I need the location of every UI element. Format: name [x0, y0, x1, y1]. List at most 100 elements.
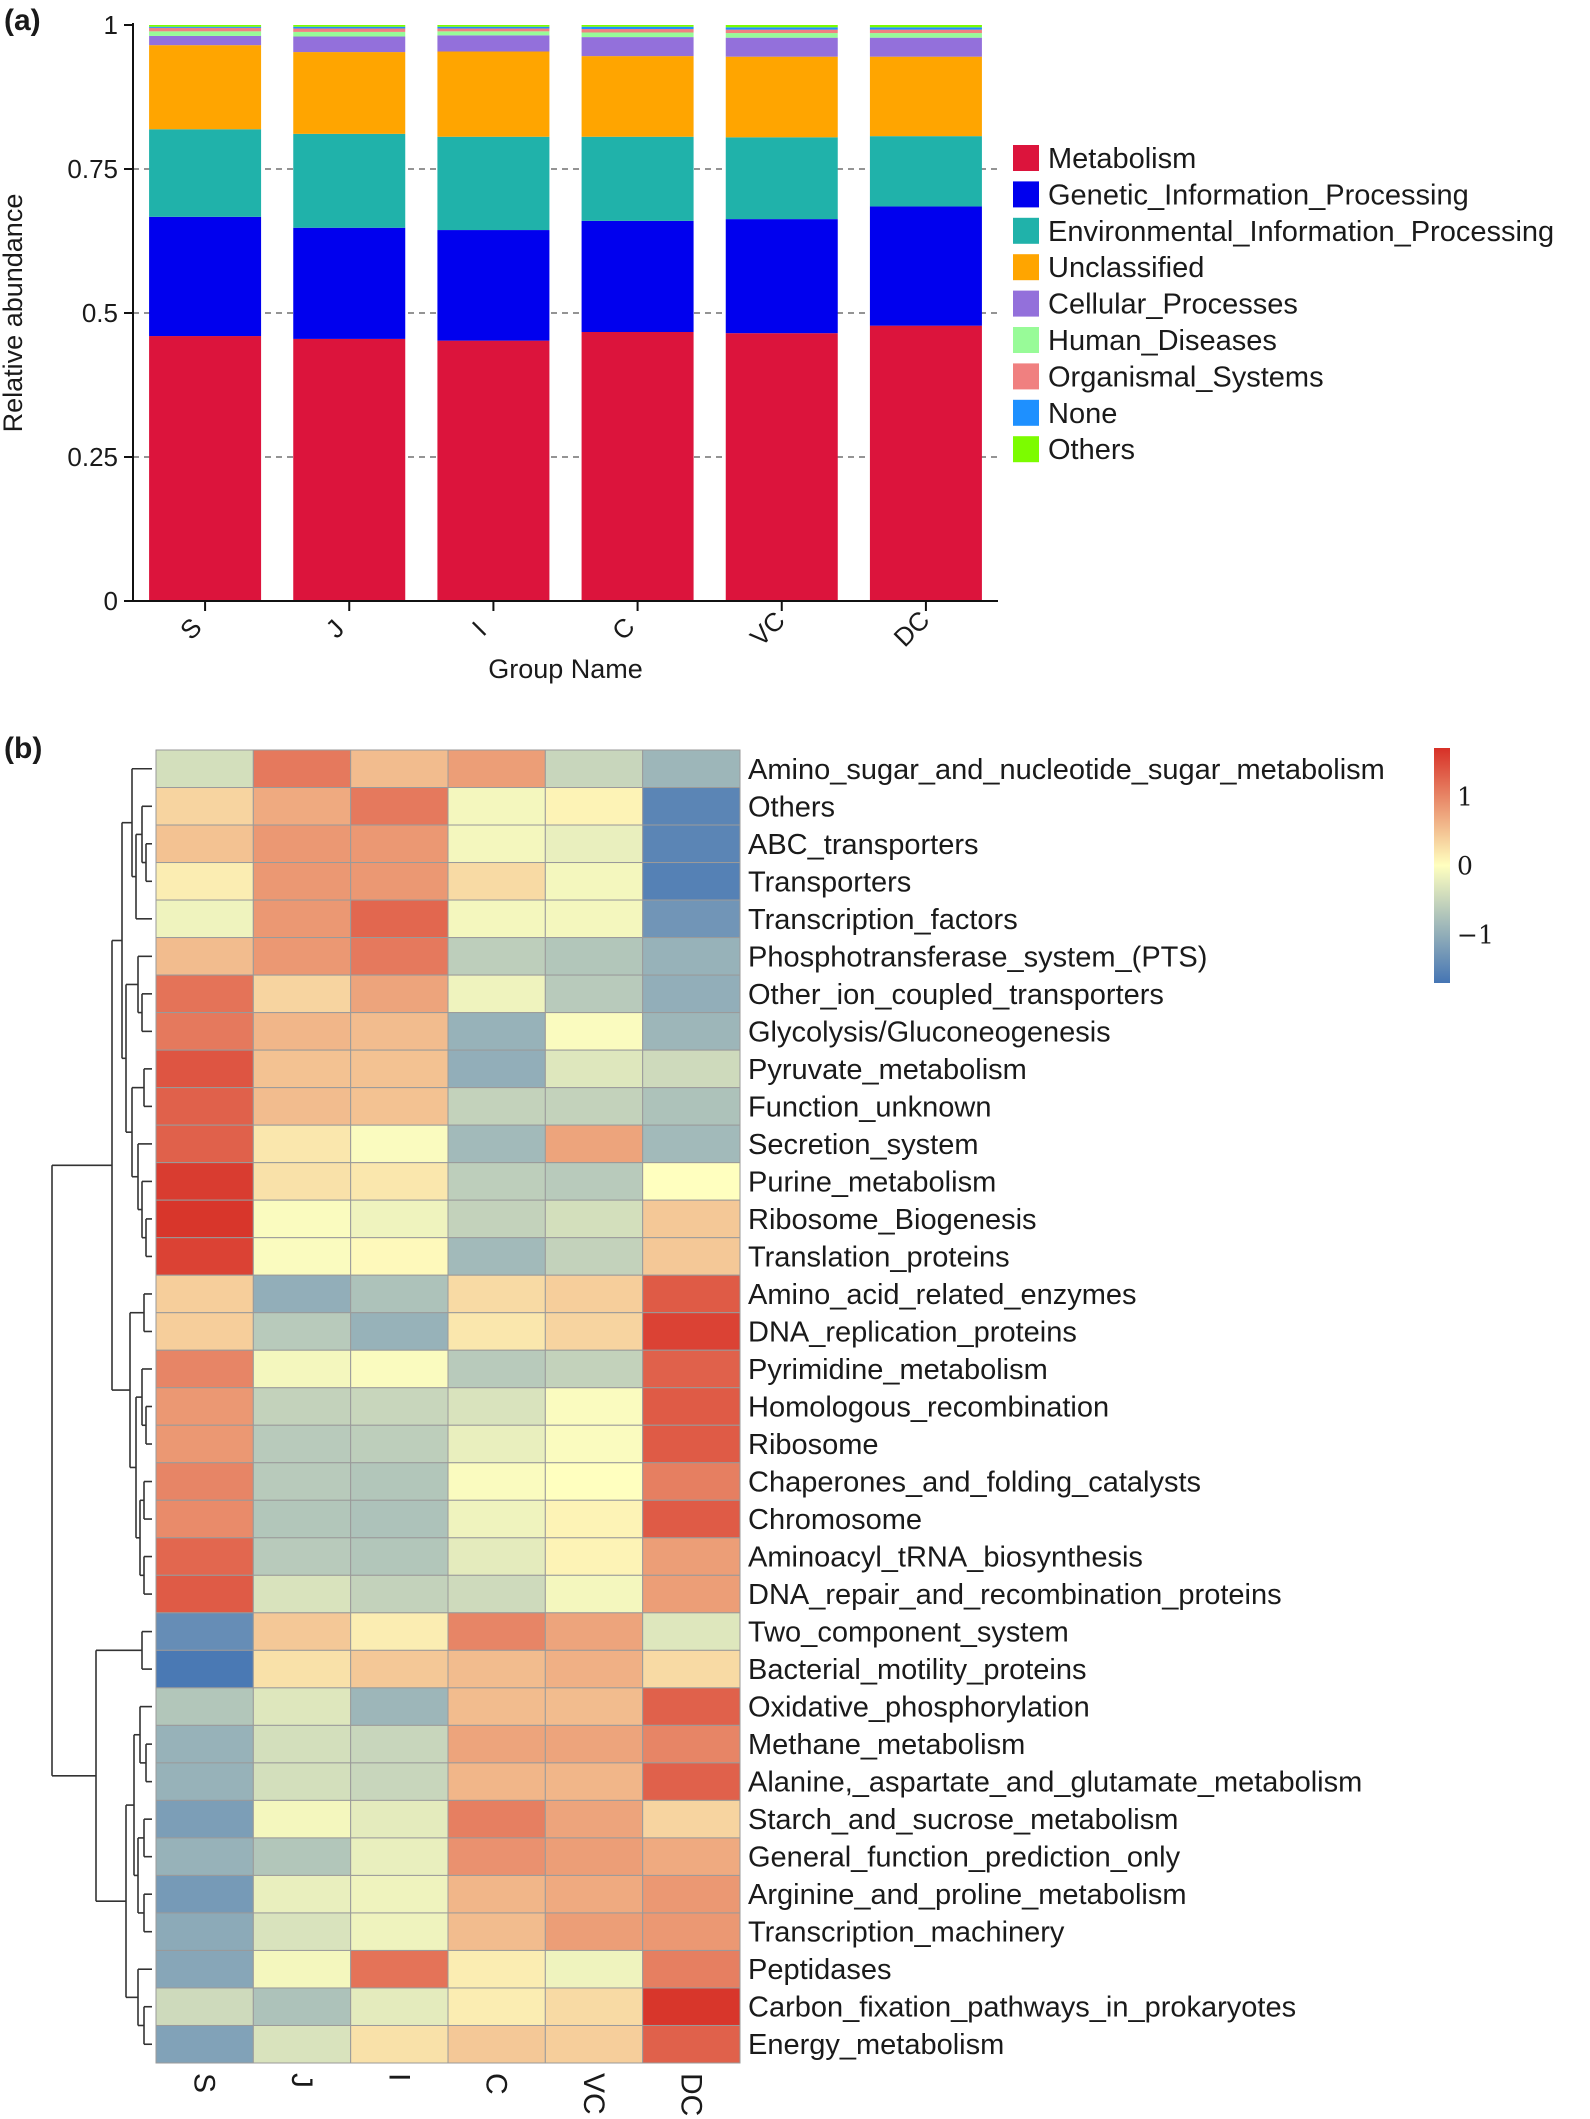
heatmap-cell	[252, 1612, 352, 1651]
row-label: Translation_proteins	[748, 1241, 1010, 1273]
legend-swatch	[1013, 217, 1039, 244]
bar-segment	[869, 325, 982, 601]
bar-segment	[581, 220, 694, 333]
legend-label: Unclassified	[1048, 252, 1204, 284]
bar-segment	[149, 31, 262, 36]
heatmap-cell	[544, 1799, 644, 1839]
x-tick-label: J	[320, 613, 350, 643]
row-label: Amino_sugar_and_nucleotide_sugar_metabol…	[748, 754, 1385, 786]
heatmap-cell	[544, 1837, 644, 1876]
heatmap-cell	[350, 824, 449, 864]
heatmap-cell	[252, 1237, 352, 1276]
heatmap-cell	[447, 1199, 546, 1239]
heatmap-cell	[642, 1762, 741, 1801]
column-label: VC	[577, 2073, 610, 2115]
heatmap-cell	[447, 1349, 546, 1389]
row-label: ABC_transporters	[748, 829, 979, 861]
heatmap-cell	[350, 1912, 449, 1951]
row-label: Purine_metabolism	[748, 1166, 996, 1198]
column-labels: S J I C VC DC	[188, 2073, 708, 2116]
heatmap-cell	[544, 1012, 644, 1051]
legend-label: Genetic_Information_Processing	[1048, 179, 1469, 211]
heatmap-cell	[447, 824, 546, 864]
column-label: S	[188, 2073, 221, 2093]
bar-segment	[149, 216, 262, 337]
bar-segment	[437, 26, 550, 29]
legend-swatch	[1013, 290, 1039, 317]
bar-segment	[149, 35, 262, 46]
heatmap-cell	[642, 1349, 741, 1389]
heatmap-cell	[350, 787, 449, 826]
row-label: Phosphotransferase_system_(PTS)	[748, 941, 1207, 973]
heatmap-cell	[544, 1237, 644, 1276]
heatmap-cell	[155, 1199, 254, 1239]
heatmap-cell	[350, 1799, 449, 1839]
heatmap-cell	[350, 1162, 449, 1201]
y-tick-label: 0	[104, 586, 118, 616]
heatmap-cell	[350, 1612, 449, 1651]
heatmap-cell	[447, 1724, 546, 1764]
row-label: Pyrimidine_metabolism	[748, 1354, 1048, 1386]
heatmap-cell	[252, 1987, 352, 2026]
bar-segment	[581, 332, 694, 601]
heatmap-cell	[350, 1387, 449, 1426]
heatmap-cell	[350, 1012, 449, 1051]
heatmap-cell	[350, 1424, 449, 1464]
bar-segment	[149, 26, 262, 28]
heatmap-cell	[642, 1274, 741, 1314]
heatmap-cell	[544, 1537, 644, 1576]
heatmap-cell	[544, 1162, 644, 1201]
gridlines	[133, 168, 998, 458]
heatmap-cell	[642, 862, 741, 901]
heatmap-cell	[642, 937, 741, 976]
heatmap-cell	[155, 1462, 254, 1501]
heatmap-cell	[544, 1499, 644, 1539]
heatmap-cell	[350, 1274, 449, 1314]
bar-segment	[725, 27, 838, 30]
heatmap-cell	[252, 2024, 352, 2064]
heatmap-cell	[252, 1424, 352, 1464]
heatmap-cell	[544, 824, 644, 864]
heatmap-cell	[447, 2024, 546, 2064]
bar-segment	[149, 336, 262, 601]
stacked-bar-chart: 0 0.25 0.5 0.75 1 S J I C VC DC Group Name Relativ…	[0, 10, 1554, 684]
row-label: Two_component_system	[748, 1617, 1069, 1649]
row-label: Aminoacyl_tRNA_biosynthesis	[748, 1542, 1143, 1574]
heatmap-cell	[350, 1649, 449, 1689]
heatmap-cell	[544, 1462, 644, 1501]
heatmap-cell	[155, 1949, 254, 1989]
heatmap-cell	[155, 1087, 254, 1126]
heatmap-cell	[447, 1949, 546, 1989]
bar-segment	[581, 56, 694, 137]
heatmap-cell	[447, 1312, 546, 1351]
bar-segment	[437, 28, 550, 32]
heatmap-cell	[447, 1237, 546, 1276]
row-label: Alanine,_aspartate_and_glutamate_metabol…	[748, 1767, 1362, 1799]
row-label: Transcription_factors	[748, 904, 1018, 936]
x-tick-label: C	[606, 611, 640, 645]
heatmap-cell	[155, 1162, 254, 1201]
heatmap-cell	[350, 1724, 449, 1764]
column-label: C	[480, 2073, 513, 2095]
heatmap-cell	[447, 1574, 546, 1614]
colorbar: 1 0 −1	[1434, 748, 1494, 983]
heatmap-cell	[642, 1012, 741, 1051]
heatmap-cell	[155, 1837, 254, 1876]
heatmap-cell	[350, 1087, 449, 1126]
heatmap-cell	[447, 862, 546, 901]
bar-segment	[869, 136, 982, 207]
bar-segment	[293, 338, 406, 601]
bar-segment	[293, 133, 406, 228]
heatmap-cell	[350, 937, 449, 976]
heatmap-cell	[350, 974, 449, 1014]
colorbar-tick-label: 0	[1457, 852, 1473, 881]
heatmap-cell	[155, 2024, 254, 2064]
bar-segment	[869, 27, 982, 30]
legend-swatch	[1013, 399, 1039, 426]
row-label: Chaperones_and_folding_catalysts	[748, 1467, 1201, 1499]
heatmap-cell	[642, 824, 741, 864]
heatmap-cell	[642, 1462, 741, 1501]
bar-segment	[869, 37, 982, 57]
heatmap-cell	[350, 1237, 449, 1276]
x-axis-title: Group Name	[488, 654, 643, 684]
